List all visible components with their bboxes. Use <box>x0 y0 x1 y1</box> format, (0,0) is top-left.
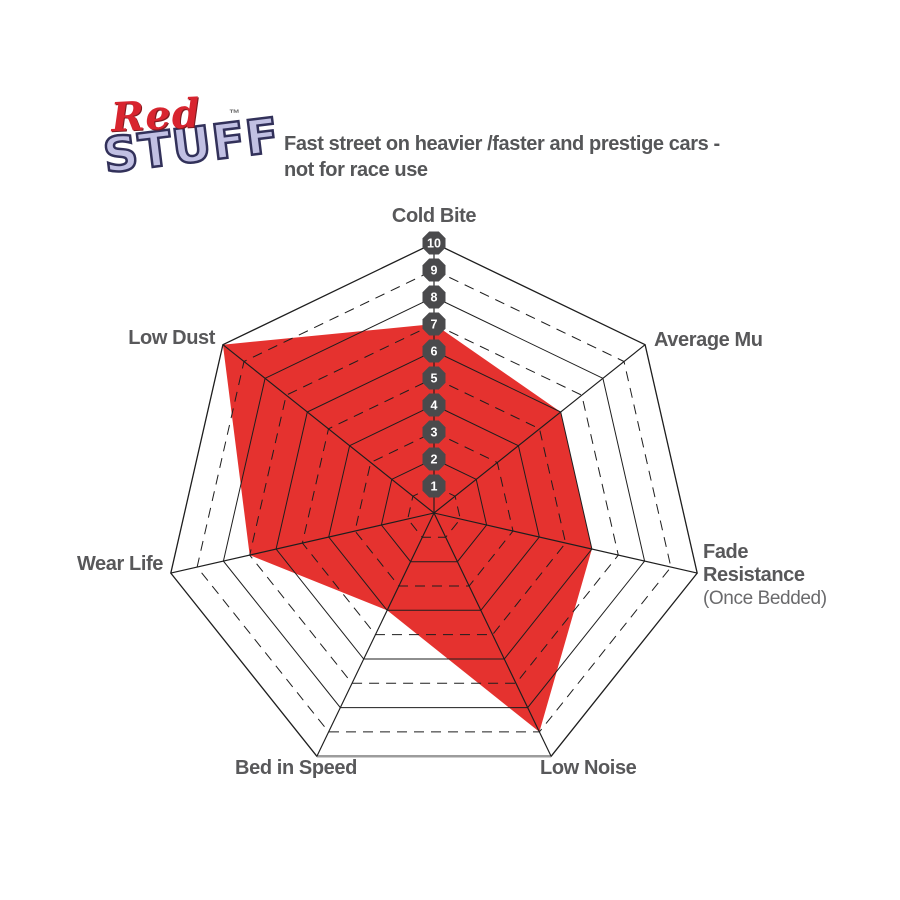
scale-badge <box>422 231 446 255</box>
grid-ring <box>222 296 646 709</box>
axis-spoke <box>316 512 435 757</box>
scale-badge-number: 8 <box>431 291 438 305</box>
scale-badge-number: 2 <box>431 453 438 467</box>
grid-ring <box>407 485 461 538</box>
scale-badge <box>422 474 446 498</box>
axis-spoke <box>433 512 698 574</box>
grid-ring <box>249 323 619 684</box>
trademark-icon: ™ <box>229 108 240 120</box>
scale-badge <box>422 447 446 471</box>
scale-badge-number: 10 <box>427 237 441 251</box>
axis-label-bed-in-speed: Bed in Speed <box>235 757 357 779</box>
axis-label-wear-life: Wear Life <box>76 553 163 575</box>
scale-badge-number: 5 <box>431 372 438 386</box>
fade-label-line2: Resistance <box>703 564 805 586</box>
grid-ring <box>301 377 567 636</box>
redstuff-logo: Red ™ STUFF <box>99 89 284 204</box>
axis-spoke <box>433 344 646 514</box>
chart-description-line1: Fast street on heavier /faster and prest… <box>284 133 720 155</box>
scale-badge <box>422 312 446 336</box>
fade-label-line1: Fade <box>703 541 749 563</box>
chart-description-line2: not for race use <box>284 159 428 181</box>
grid-ring <box>328 404 540 611</box>
axis-label-cold-bite: Cold Bite <box>391 205 477 227</box>
scale-badge-number: 3 <box>431 426 438 440</box>
scale-badge <box>422 420 446 444</box>
scale-badge <box>422 366 446 390</box>
scale-badge <box>422 258 446 282</box>
scale-badge <box>422 393 446 417</box>
axis-spoke <box>170 512 435 574</box>
grid-ring <box>275 350 593 660</box>
grid-ring <box>354 431 514 587</box>
scale-badge <box>422 285 446 309</box>
scale-badge-number: 7 <box>431 318 438 332</box>
logo-red-text: Red <box>109 89 202 142</box>
axis-spoke <box>222 344 435 514</box>
scale-badge-number: 4 <box>431 399 438 413</box>
grid-ring <box>380 458 488 563</box>
scale-badge-number: 1 <box>431 480 438 494</box>
scale-badge <box>422 339 446 363</box>
chart-description: Fast street on heavier /faster and prest… <box>284 131 764 183</box>
axis-label-average-mu: Average Mu <box>654 329 763 351</box>
axis-spoke <box>433 512 552 757</box>
radar-fill <box>222 324 592 732</box>
grid-ring <box>196 269 672 733</box>
axis-label-low-noise: Low Noise <box>540 757 637 779</box>
axis-label-low-dust: Low Dust <box>128 327 215 349</box>
scale-badge-number: 6 <box>431 345 438 359</box>
scale-badges: 1 2 3 4 5 6 7 8 9 10 <box>422 231 446 498</box>
data-polygon <box>222 324 592 732</box>
scale-badge-number: 9 <box>431 264 438 278</box>
fade-label-sub: (Once Bedded) <box>703 588 827 609</box>
axis-label-fade-resistance: Fade Resistance (Once Bedded) <box>703 541 827 610</box>
